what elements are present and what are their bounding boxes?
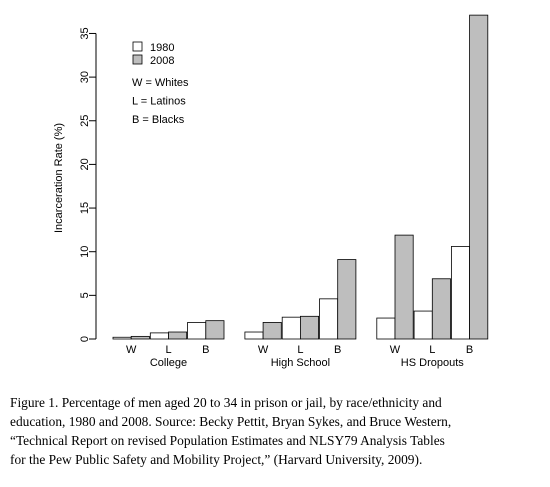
key-entry: L = Latinos xyxy=(132,96,186,108)
y-tick-label: 30 xyxy=(79,71,91,83)
x-category-label: W xyxy=(390,344,401,356)
bar-college-L-2008 xyxy=(168,331,188,340)
legend-swatch xyxy=(132,41,143,52)
caption-line: “Technical Report on revised Population … xyxy=(10,433,445,448)
y-tick-label: 15 xyxy=(79,202,91,214)
x-group-label: College xyxy=(150,357,187,369)
y-tick-label: 20 xyxy=(79,158,91,170)
y-tick-label: 35 xyxy=(79,27,91,39)
x-group-label: HS Dropouts xyxy=(401,357,464,369)
bar-high-school-W-1980 xyxy=(244,331,264,340)
y-axis: 0 5 10 15 20 25 30 35 xyxy=(79,27,97,342)
caption-line: Figure 1. Percentage of men aged 20 to 3… xyxy=(10,395,442,410)
x-category-label: W xyxy=(126,344,137,356)
legend-label: 1980 xyxy=(150,42,174,54)
x-category-label: B xyxy=(466,344,473,356)
bar-hs-dropouts-B-1980 xyxy=(450,246,470,340)
bar-hs-dropouts-W-2008 xyxy=(394,234,414,340)
bar-hs-dropouts-L-1980 xyxy=(413,310,433,340)
x-category-label: L xyxy=(297,344,303,356)
race-key: W = Whites L = Latinos B = Blacks xyxy=(132,77,189,126)
caption-line: for the Pew Public Safety and Mobility P… xyxy=(10,452,423,467)
y-tick-label: 25 xyxy=(79,115,91,127)
bar-hs-dropouts-L-2008 xyxy=(431,278,451,340)
x-category-label: B xyxy=(334,344,341,356)
key-entry: B = Blacks xyxy=(132,114,185,126)
bar-college-W-2008 xyxy=(130,335,150,340)
figure-caption: Figure 1. Percentage of men aged 20 to 3… xyxy=(10,393,540,469)
caption-line: education, 1980 and 2008. Source: Becky … xyxy=(10,414,452,429)
bar-high-school-B-1980 xyxy=(319,298,339,340)
y-axis-label: Incarceration Rate (%) xyxy=(53,123,65,233)
bars xyxy=(112,14,489,340)
bar-college-W-1980 xyxy=(112,336,132,340)
y-tick-label: 0 xyxy=(79,336,91,342)
x-category-label: W xyxy=(258,344,269,356)
x-category-label: L xyxy=(165,344,171,356)
bar-chart: 0 5 10 15 20 25 30 35 Incarceration Rate (%) W L… xyxy=(53,14,489,369)
y-tick-label: 10 xyxy=(79,246,91,258)
bar-hs-dropouts-W-1980 xyxy=(376,317,396,340)
bar-high-school-W-2008 xyxy=(262,322,282,340)
bar-high-school-L-1980 xyxy=(281,316,301,340)
legend-swatch xyxy=(132,54,143,65)
x-group-label: High School xyxy=(271,357,330,369)
bar-college-B-1980 xyxy=(187,322,207,340)
bar-college-L-1980 xyxy=(149,332,169,340)
key-entry: W = Whites xyxy=(132,77,189,89)
bar-college-B-2008 xyxy=(205,320,225,340)
y-tick-label: 5 xyxy=(79,292,91,298)
x-category-label: B xyxy=(202,344,209,356)
bar-high-school-L-2008 xyxy=(299,315,319,340)
bar-hs-dropouts-B-2008 xyxy=(469,14,489,340)
bar-high-school-B-2008 xyxy=(337,259,357,340)
legend-label: 2008 xyxy=(150,55,174,67)
x-category-label: L xyxy=(429,344,435,356)
